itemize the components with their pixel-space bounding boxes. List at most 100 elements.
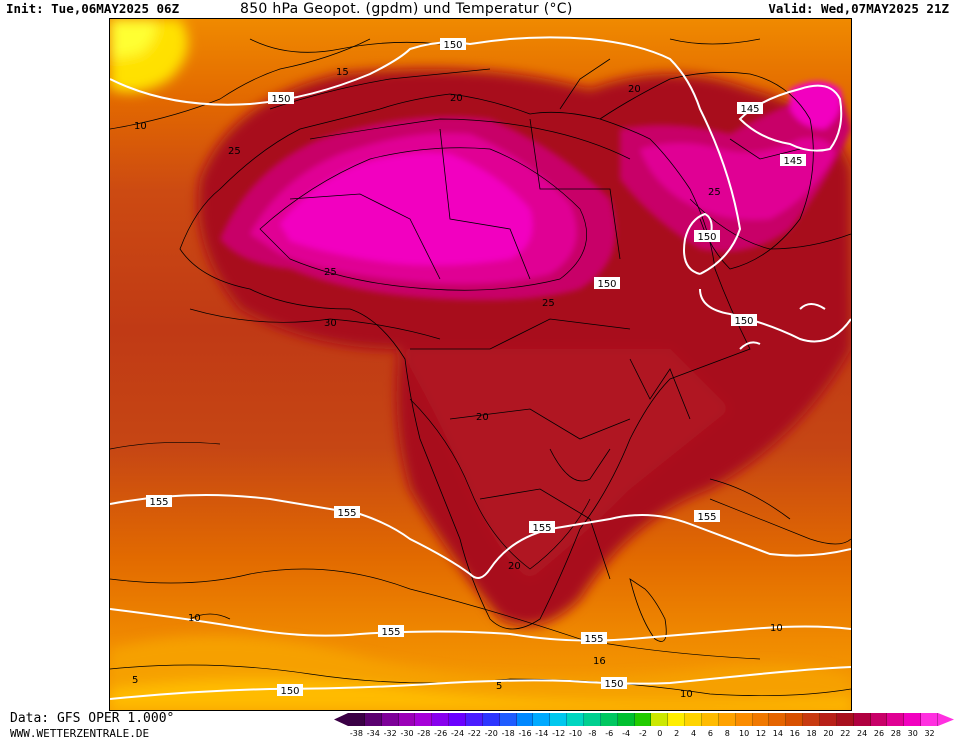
geo-label: 155 xyxy=(334,506,360,519)
geo-label: 155 xyxy=(581,632,607,645)
temp-label: 20 xyxy=(450,93,463,104)
header: Init: Tue,06MAY2025 06Z 850 hPa Geopot. … xyxy=(0,0,959,18)
legend-swatch xyxy=(415,713,433,726)
legend-swatch xyxy=(685,713,702,726)
legend-swatch xyxy=(550,713,568,726)
svg-text:145: 145 xyxy=(783,156,802,167)
legend-tick-label: 2 xyxy=(674,729,680,738)
svg-text:155: 155 xyxy=(697,512,716,523)
geo-label: 145 xyxy=(737,102,763,115)
legend-tick-label: 20 xyxy=(823,729,834,738)
geo-label: 150 xyxy=(277,684,303,697)
legend-arrow-left xyxy=(334,713,348,726)
geopotential-labels: 150 150 145 145 150 150 150 155 155 155 … xyxy=(146,38,806,697)
legend-swatch xyxy=(533,713,551,726)
legend-tick-label: -32 xyxy=(383,729,397,738)
svg-text:150: 150 xyxy=(271,94,290,105)
svg-text:150: 150 xyxy=(597,279,616,290)
legend-swatch xyxy=(668,713,686,726)
chart-title: 850 hPa Geopot. (gpdm) und Temperatur (°… xyxy=(240,1,573,17)
geo-label: 150 xyxy=(601,677,627,690)
svg-text:155: 155 xyxy=(381,627,400,638)
temp-label: 10 xyxy=(134,121,147,132)
legend-tick-label: -12 xyxy=(552,729,566,738)
geo-label: 145 xyxy=(780,154,806,167)
legend-tick-label: -10 xyxy=(569,729,583,738)
legend-swatch xyxy=(718,713,736,726)
coastlines xyxy=(179,38,814,642)
svg-text:150: 150 xyxy=(280,686,299,697)
legend-swatch xyxy=(904,713,922,726)
geo-label: 150 xyxy=(594,277,620,290)
geo-label: 150 xyxy=(731,314,757,327)
legend-tick-label: 4 xyxy=(691,729,697,738)
source-url: WWW.WETTERZENTRALE.DE xyxy=(10,727,150,740)
temp-label: 25 xyxy=(324,267,337,278)
geopotential-isolines xyxy=(110,36,851,700)
legend-tick-label: -38 xyxy=(349,729,363,738)
legend-swatch xyxy=(887,713,905,726)
legend-swatch xyxy=(348,713,365,726)
legend-swatch xyxy=(921,713,938,726)
legend-tick-label: 28 xyxy=(890,729,901,738)
forecast-map[interactable]: 150 150 145 145 150 150 150 155 155 155 … xyxy=(109,18,852,711)
legend-swatch xyxy=(449,713,466,726)
init-time: Init: Tue,06MAY2025 06Z xyxy=(6,1,180,16)
legend-swatch xyxy=(617,713,635,726)
legend-tick-label: -26 xyxy=(434,729,448,738)
legend-swatch xyxy=(836,713,854,726)
legend-swatch xyxy=(735,713,753,726)
legend-tick-label: 16 xyxy=(789,729,800,738)
legend-tick-label: -18 xyxy=(501,729,515,738)
legend-tick-label: -22 xyxy=(467,729,481,738)
svg-text:150: 150 xyxy=(604,679,623,690)
legend-swatch xyxy=(702,713,719,726)
temp-label: 10 xyxy=(680,689,693,700)
legend-tick-label: -4 xyxy=(622,729,631,738)
legend-tick-label: 32 xyxy=(924,729,935,738)
legend-swatch xyxy=(482,713,500,726)
legend-swatch xyxy=(820,713,837,726)
temp-label: 25 xyxy=(228,146,241,157)
legend-tick-label: 10 xyxy=(739,729,750,738)
legend-swatch xyxy=(870,713,888,726)
legend-tick-label: 26 xyxy=(873,729,885,738)
temp-label: 25 xyxy=(708,187,721,198)
geo-label: 155 xyxy=(378,625,404,638)
temperature-legend: -38 -34 -32 -30 -28 -26 -24 -22 -20 -18 -16 -14 -12-… xyxy=(334,713,956,741)
isotherms xyxy=(110,38,851,697)
svg-text:150: 150 xyxy=(697,232,716,243)
legend-swatch xyxy=(769,713,787,726)
legend-tick-label: 24 xyxy=(857,729,868,738)
temp-label: 30 xyxy=(324,318,337,329)
geo-label: 150 xyxy=(440,38,466,51)
legend-swatch xyxy=(432,713,450,726)
svg-text:145: 145 xyxy=(740,104,759,115)
legend-tick-label: 18 xyxy=(806,729,817,738)
legend-tick-label: -20 xyxy=(484,729,498,738)
legend-swatch xyxy=(364,713,382,726)
legend-swatch xyxy=(499,713,517,726)
temp-label: 15 xyxy=(336,67,349,78)
legend-tick-label: -16 xyxy=(518,729,532,738)
legend-swatch xyxy=(752,713,770,726)
legend-tick-label: 22 xyxy=(840,729,851,738)
temp-label: 20 xyxy=(628,84,641,95)
temp-label: 20 xyxy=(508,561,521,572)
legend-tick-label: 0 xyxy=(657,729,663,738)
svg-text:150: 150 xyxy=(734,316,753,327)
geo-label: 150 xyxy=(694,230,720,243)
svg-text:155: 155 xyxy=(149,497,168,508)
legend-tick-label: 30 xyxy=(907,729,918,738)
svg-text:155: 155 xyxy=(584,634,603,645)
legend-swatch xyxy=(651,713,669,726)
legend-swatch xyxy=(853,713,871,726)
svg-text:150: 150 xyxy=(443,40,462,51)
map-canvas: 150 150 145 145 150 150 150 155 155 155 … xyxy=(110,19,851,710)
legend-tick-label: -2 xyxy=(639,729,647,738)
valid-time: Valid: Wed,07MAY2025 21Z xyxy=(768,1,949,16)
temp-label: 5 xyxy=(132,675,138,686)
legend-tick-label: -14 xyxy=(535,729,549,738)
data-source: Data: GFS OPER 1.000° xyxy=(10,711,175,726)
geo-label: 155 xyxy=(529,521,555,534)
